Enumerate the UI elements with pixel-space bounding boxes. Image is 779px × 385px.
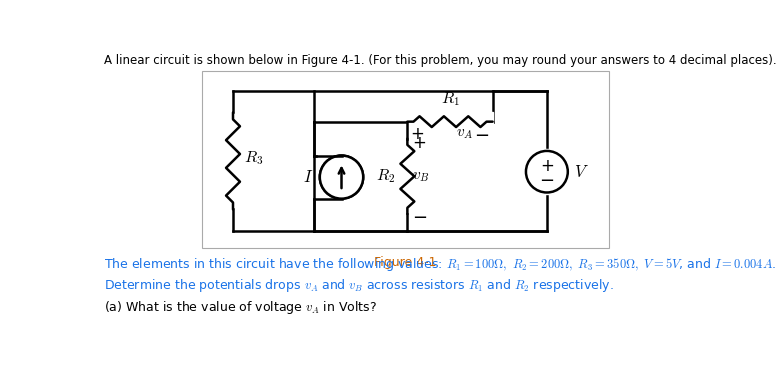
Text: +: +	[411, 125, 425, 143]
Text: (a) What is the value of voltage $v_A$ in Volts?: (a) What is the value of voltage $v_A$ i…	[104, 299, 376, 316]
Text: The elements in this circuit have the following values: $R_1 = 100\Omega,\ R_2 =: The elements in this circuit have the fo…	[104, 256, 776, 273]
Text: Determine the potentials drops $v_A$ and $v_B$ across resistors $R_1$ and $R_2$ : Determine the potentials drops $v_A$ and…	[104, 277, 613, 294]
Text: $R_3$: $R_3$	[244, 149, 263, 167]
Text: $V$: $V$	[574, 163, 589, 181]
Circle shape	[320, 156, 363, 199]
Text: $R_2$: $R_2$	[375, 167, 395, 185]
Text: $R_1$: $R_1$	[441, 90, 460, 108]
Bar	[319, 154, 365, 200]
Text: +: +	[412, 134, 426, 152]
Text: +: +	[540, 157, 554, 174]
Bar	[524, 149, 569, 194]
Circle shape	[320, 156, 363, 199]
Bar	[407, 112, 493, 131]
Text: $I$: $I$	[303, 168, 314, 186]
Text: $-$: $-$	[412, 207, 427, 224]
Circle shape	[526, 151, 568, 192]
Text: Figure 4-1: Figure 4-1	[374, 256, 437, 269]
Text: $v_B$: $v_B$	[412, 169, 429, 184]
Text: $-$: $-$	[539, 171, 555, 188]
Bar	[202, 71, 609, 248]
Text: $-$: $-$	[474, 125, 489, 143]
Text: A linear circuit is shown below in Figure 4-1. (For this problem, you may round : A linear circuit is shown below in Figur…	[104, 54, 776, 67]
Text: $v_A$: $v_A$	[456, 127, 474, 141]
